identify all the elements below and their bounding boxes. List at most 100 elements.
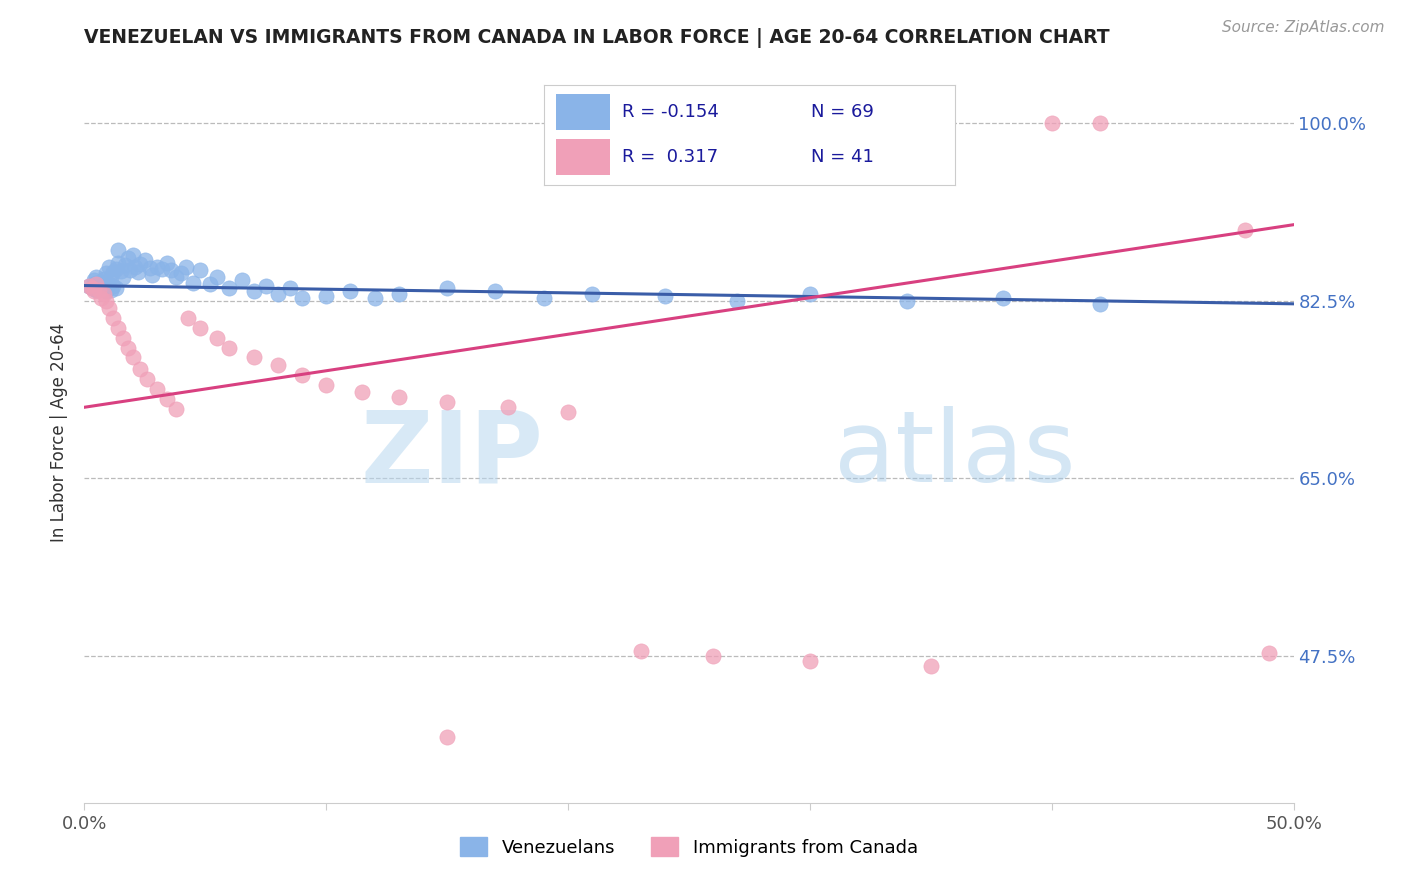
Point: [90, 278, 112, 293]
Point: [291, 291, 314, 305]
Point: [352, 385, 374, 400]
Point: [103, 265, 125, 279]
Point: [104, 280, 127, 294]
Point: [121, 248, 143, 262]
Point: [218, 280, 240, 294]
Point: [80, 280, 103, 294]
Point: [124, 260, 146, 275]
Point: [436, 395, 458, 409]
Point: [254, 278, 277, 293]
Point: [291, 368, 314, 382]
Point: [77, 278, 100, 293]
Point: [86, 270, 108, 285]
Point: [103, 311, 125, 326]
Point: [630, 643, 652, 657]
Point: [581, 286, 603, 301]
Text: Source: ZipAtlas.com: Source: ZipAtlas.com: [1222, 20, 1385, 35]
Point: [920, 659, 942, 673]
Point: [93, 280, 115, 294]
Point: [155, 392, 177, 406]
Point: [155, 256, 177, 270]
Text: atlas: atlas: [834, 407, 1076, 503]
Point: [100, 270, 122, 285]
Y-axis label: In Labor Force | Age 20-64: In Labor Force | Age 20-64: [51, 323, 69, 542]
Point: [484, 284, 506, 298]
Point: [83, 284, 105, 298]
Point: [339, 284, 361, 298]
Point: [83, 277, 105, 291]
Point: [160, 263, 183, 277]
Text: VENEZUELAN VS IMMIGRANTS FROM CANADA IN LABOR FORCE | AGE 20-64 CORRELATION CHAR: VENEZUELAN VS IMMIGRANTS FROM CANADA IN …: [84, 28, 1109, 48]
Point: [1088, 297, 1111, 311]
Point: [533, 291, 555, 305]
Point: [315, 378, 337, 392]
Point: [103, 278, 125, 293]
Point: [112, 331, 135, 345]
Point: [654, 289, 676, 303]
Point: [165, 402, 187, 417]
Point: [87, 282, 110, 296]
Point: [207, 331, 229, 345]
Point: [190, 321, 212, 335]
Point: [181, 276, 204, 290]
Point: [86, 276, 108, 290]
Point: [177, 311, 200, 326]
Point: [129, 361, 152, 376]
Point: [134, 253, 156, 268]
Point: [198, 277, 221, 291]
Point: [127, 265, 149, 279]
Point: [1088, 116, 1111, 130]
Point: [1258, 646, 1281, 660]
Point: [174, 260, 197, 275]
Point: [170, 266, 193, 280]
Point: [90, 291, 112, 305]
Point: [86, 283, 108, 297]
Point: [114, 258, 136, 272]
Point: [165, 270, 187, 285]
Point: [242, 350, 264, 364]
Point: [388, 390, 411, 404]
Point: [557, 405, 579, 419]
Point: [97, 301, 120, 315]
Point: [231, 273, 253, 287]
Point: [129, 257, 152, 271]
Point: [107, 321, 129, 335]
Point: [94, 266, 117, 280]
Point: [993, 291, 1015, 305]
Point: [100, 283, 122, 297]
Point: [110, 264, 132, 278]
Point: [218, 342, 240, 356]
Point: [702, 648, 724, 663]
Point: [120, 263, 142, 277]
Point: [121, 350, 143, 364]
Point: [207, 270, 229, 285]
Point: [315, 289, 337, 303]
Point: [107, 256, 129, 270]
Point: [150, 262, 173, 277]
Point: [97, 277, 120, 291]
Point: [725, 293, 748, 308]
Point: [112, 270, 135, 285]
Point: [104, 262, 127, 277]
Point: [436, 280, 458, 294]
Point: [87, 277, 110, 292]
Point: [190, 263, 212, 277]
Point: [388, 286, 411, 301]
Point: [799, 286, 821, 301]
Point: [1234, 223, 1257, 237]
Point: [138, 261, 160, 276]
Point: [146, 260, 169, 275]
Legend: Venezuelans, Immigrants from Canada: Venezuelans, Immigrants from Canada: [460, 838, 918, 856]
Point: [117, 251, 139, 265]
Point: [90, 275, 112, 289]
Point: [146, 382, 169, 396]
Point: [94, 284, 117, 298]
Point: [496, 401, 519, 415]
Point: [117, 342, 139, 356]
Point: [267, 286, 290, 301]
Point: [136, 372, 159, 386]
Point: [83, 273, 105, 287]
Point: [93, 286, 115, 301]
Point: [896, 293, 918, 308]
Point: [363, 291, 385, 305]
